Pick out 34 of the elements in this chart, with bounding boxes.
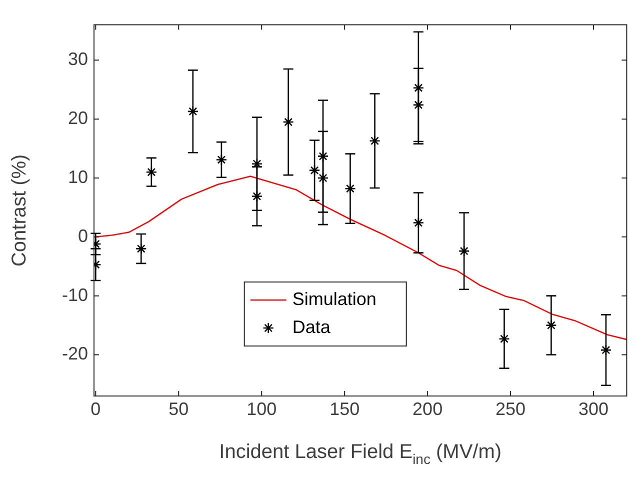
x-tick-label: 200 xyxy=(412,398,443,419)
y-tick-label: 10 xyxy=(68,166,88,187)
legend-label: Data xyxy=(292,316,332,337)
x-tick-label: 50 xyxy=(168,398,189,419)
x-tick-label: 150 xyxy=(330,398,360,419)
legend-label: Simulation xyxy=(292,288,376,309)
y-axis-title: Contrast (%) xyxy=(8,154,31,267)
y-tick-label: 30 xyxy=(68,49,88,70)
y-tick-label: 20 xyxy=(68,108,88,128)
point xyxy=(412,217,424,228)
point xyxy=(498,333,510,344)
point xyxy=(369,135,380,147)
y-tick-label: -20 xyxy=(62,344,88,364)
point xyxy=(546,320,557,331)
point xyxy=(282,116,294,128)
x-tick-label: 250 xyxy=(496,398,526,419)
point xyxy=(146,166,158,178)
point xyxy=(458,245,470,257)
point xyxy=(344,182,356,194)
point xyxy=(308,164,320,176)
x-tick-label: 0 xyxy=(90,398,101,419)
point xyxy=(187,106,199,118)
point xyxy=(317,150,329,162)
point xyxy=(251,190,263,202)
point xyxy=(317,172,329,184)
y-tick-label: 0 xyxy=(78,226,88,246)
y-tick-label: -10 xyxy=(62,284,88,305)
point xyxy=(600,344,612,356)
point xyxy=(216,154,228,166)
x-tick-label: 100 xyxy=(246,398,277,419)
point xyxy=(412,82,424,94)
point xyxy=(135,243,147,254)
point xyxy=(412,99,424,111)
x-tick-label: 300 xyxy=(578,398,609,419)
